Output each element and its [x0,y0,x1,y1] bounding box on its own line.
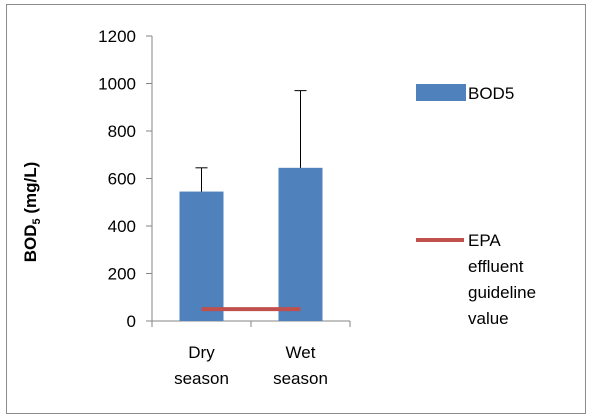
legend-label-epa: guideline [468,283,536,302]
legend-swatch-bod5 [416,84,466,101]
bars [179,167,323,321]
legend-label-epa: value [468,309,509,328]
x-tick-label: Dry [188,343,215,362]
y-axis-label-main: BOD [21,225,40,263]
y-tick-label: 800 [108,122,136,141]
y-tick-label: 1200 [98,27,136,46]
y-axis-label-tail: (mg/L) [21,162,40,219]
legend: BOD5 EPA effluent guideline value [416,84,536,328]
x-axis-labels: Dry season Wet season [174,343,328,388]
y-tick-label: 200 [108,265,136,284]
legend-label-epa: effluent [468,257,524,276]
x-tick-label: season [174,369,229,388]
y-axis-label: BOD5 (mg/L) [21,162,43,263]
y-axis-label-subscript: 5 [31,218,43,224]
legend-label-epa: EPA [468,231,501,250]
y-tick-label: 400 [108,217,136,236]
legend-label-bod5: BOD5 [468,84,514,103]
bar [179,191,224,321]
y-tick-label: 1000 [98,75,136,94]
x-tick-label: Wet [286,343,316,362]
error-bars [195,90,307,192]
bar [278,167,323,321]
y-tick-label: 600 [108,170,136,189]
y-axis-ticks: 0 200 400 600 800 1000 1200 [98,27,351,331]
x-tick-label: season [273,369,328,388]
y-tick-label: 0 [127,312,136,331]
